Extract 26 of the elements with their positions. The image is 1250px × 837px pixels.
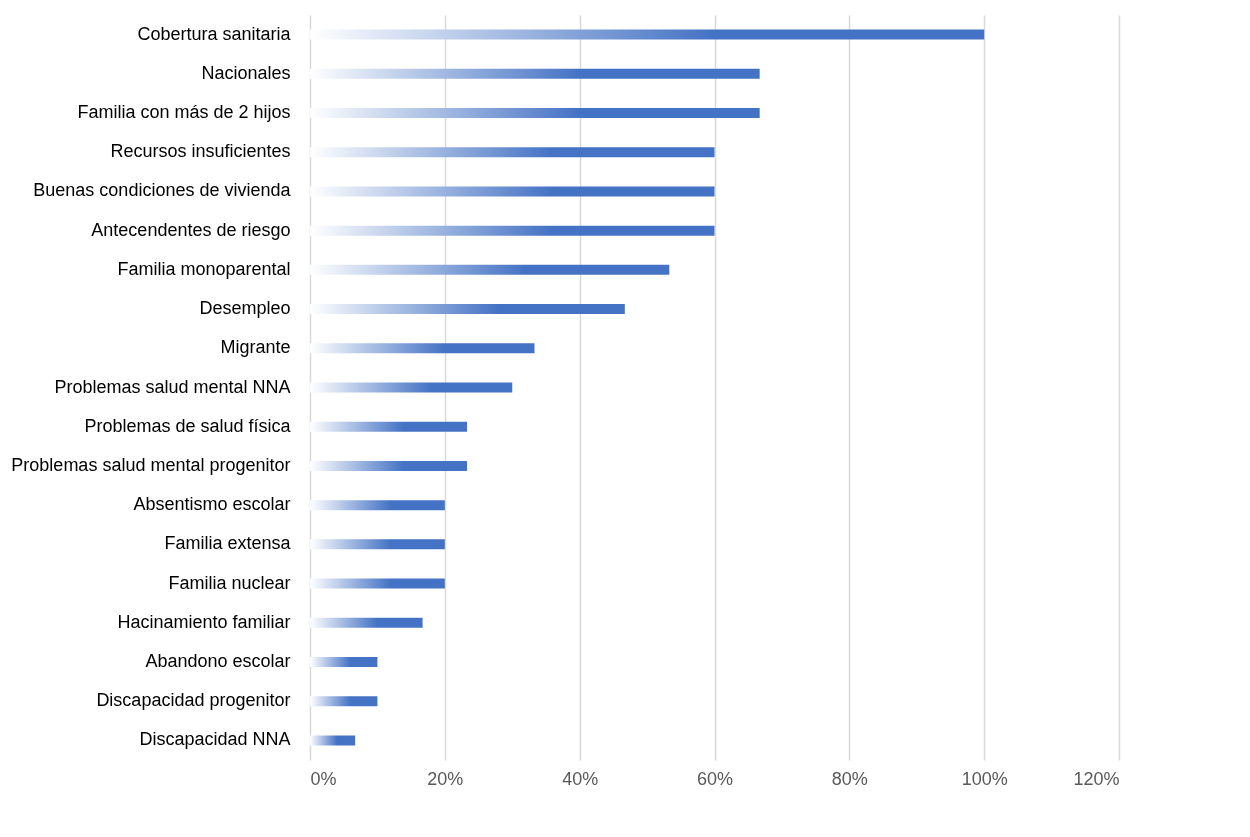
x-tick-label: 60% [696, 768, 734, 789]
y-tick-label: Familia nuclear [168, 572, 291, 593]
y-tick-label: Buenas condiciones de vivienda [33, 180, 292, 201]
y-tick-label: Hacinamiento familiar [117, 611, 291, 632]
y-tick-label: Migrante [220, 337, 291, 358]
y-tick-label: Desempleo [199, 298, 291, 319]
y-tick-label: Familia monoparental [117, 258, 291, 279]
x-tick-label: 0% [310, 768, 337, 789]
x-tick-label: 80% [831, 768, 868, 789]
y-tick-label: Abandono escolar [145, 650, 291, 671]
y-tick-label: Nacionales [201, 62, 291, 83]
y-tick-label: Discapacidad progenitor [96, 690, 291, 711]
y-tick-label: Antecendentes de riesgo [91, 219, 291, 240]
x-tick-label: 100% [961, 768, 1008, 789]
y-tick-label: Familia con más de 2 hijos [77, 102, 291, 123]
y-tick-label: Familia extensa [164, 533, 292, 554]
y-tick-label: Problemas de salud física [84, 415, 292, 436]
x-tick-label: 120% [1073, 768, 1120, 789]
y-tick-label: Cobertura sanitaria [137, 23, 292, 44]
y-tick-label: Problemas salud mental NNA [54, 376, 291, 397]
x-tick-label: 20% [427, 768, 464, 789]
y-tick-label: Discapacidad NNA [139, 729, 291, 750]
x-tick-label: 40% [562, 768, 599, 789]
y-tick-label: Absentismo escolar [133, 494, 291, 515]
y-tick-label: Problemas salud mental progenitor [11, 454, 291, 475]
y-tick-label: Recursos insuficientes [110, 141, 291, 162]
